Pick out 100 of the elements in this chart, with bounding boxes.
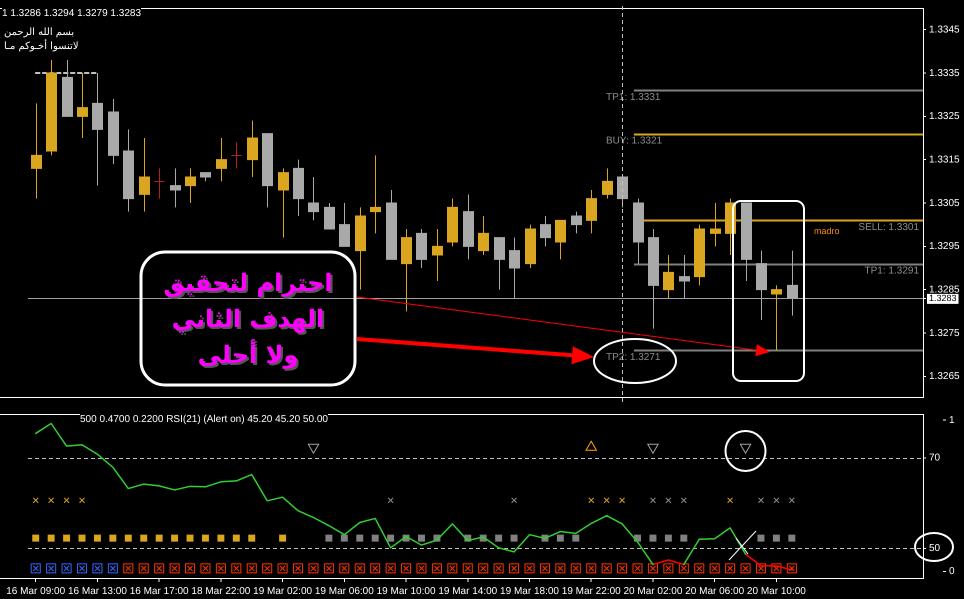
point [76,563,88,574]
x-tick-label: 19 Mar 06:00 [314,586,374,597]
point [63,534,70,542]
point [725,563,736,574]
point [773,497,780,504]
y-tick-label: 1.3283 [929,292,957,303]
point [171,534,178,542]
x-tick-label: 19 Mar 14:00 [438,586,498,597]
point [324,563,334,574]
point [524,563,535,574]
candlestick [370,154,381,234]
candlestick [571,211,582,234]
point [756,563,766,574]
point [356,534,364,542]
point [418,534,425,542]
point [416,563,427,574]
point [108,563,118,574]
candlestick [170,168,181,208]
annotation: احترام لتحقيق الهدف الثاني ولا أحلى [163,268,333,371]
point [788,534,796,542]
annotation: madro [814,226,840,236]
point [788,497,795,504]
x-tick-label: 18 Mar 22:00 [191,586,251,597]
candlestick [771,284,782,351]
point [648,563,658,574]
candlestick [185,168,196,204]
point [462,563,473,574]
point [650,497,656,504]
candlestick [77,72,88,138]
y-tick-label: 1.3315 [929,154,960,166]
x-tick-label: 20 Mar 06:00 [685,586,745,597]
point [185,563,196,574]
point [154,563,164,574]
point [262,563,272,574]
point [570,563,581,574]
point [447,563,458,574]
point [156,534,163,542]
point [216,563,226,574]
point [509,563,520,574]
x-tick-label: 19 Mar 22:00 [562,586,622,597]
x-tick-label: 19 Mar 18:00 [500,586,560,597]
point [140,534,148,542]
point [217,534,224,542]
point [478,563,488,574]
point [572,534,580,542]
point [246,563,257,574]
candlestick [586,190,597,234]
point [124,534,132,542]
y-tick-label: 1.3325 [929,111,960,122]
point [109,534,116,542]
point [663,563,674,574]
point [694,563,704,574]
candlestick [324,202,335,230]
point [200,563,210,574]
point [771,563,782,574]
candlestick [231,142,242,169]
point [758,534,764,542]
point [758,497,764,504]
point [92,563,102,574]
point [647,444,659,454]
point [665,497,672,504]
point [32,497,39,504]
ref-line-label: TP1: 1.3291 [864,265,920,276]
point [170,563,180,574]
point [495,534,502,542]
x-tick-label: 19 Mar 10:00 [376,586,436,597]
point [586,563,596,574]
point [617,563,628,574]
y-tick-label: 1.3265 [929,371,960,382]
annotation: بسم الله الرحمن [4,27,74,39]
candlestick [216,138,227,182]
point [293,563,304,574]
point [664,534,672,542]
candlestick [663,254,674,299]
point [370,563,380,574]
point [511,497,518,504]
point [278,563,288,574]
x-tick-label: 16 Mar 09:00 [6,586,66,597]
point [32,534,40,542]
candlestick [308,176,319,221]
point [556,534,564,542]
point [740,563,751,574]
point [604,497,610,504]
point [340,534,348,542]
y-tick-label: 1.3275 [929,328,960,339]
candlestick [540,216,551,247]
point [231,563,242,574]
x-tick-label: 20 Mar 02:00 [623,586,683,597]
candlestick [432,228,443,282]
candlestick [278,168,289,238]
point [680,534,688,542]
point [510,534,518,542]
candlestick [139,138,150,212]
point [401,563,412,574]
candlestick [494,237,505,290]
point [138,563,149,574]
point [248,534,256,542]
point [78,534,86,542]
point [555,563,566,574]
point [64,497,70,504]
